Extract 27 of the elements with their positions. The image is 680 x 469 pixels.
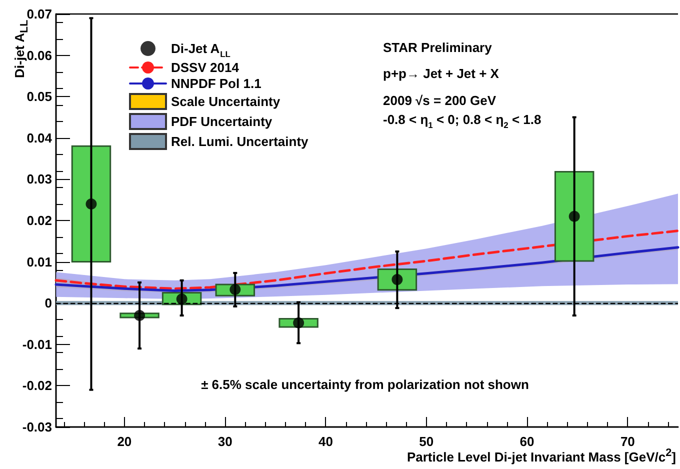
- legend-label: DSSV 2014: [171, 60, 240, 75]
- x-tick-label: 30: [218, 434, 232, 449]
- y-tick-label: 0.06: [26, 48, 52, 63]
- x-tick-label: 70: [620, 434, 635, 449]
- y-tick-label: 0.07: [26, 6, 52, 22]
- x-tick-label: 20: [117, 434, 132, 449]
- x-tick-label: 60: [520, 434, 534, 449]
- legend-label: Scale Uncertainty: [171, 94, 281, 109]
- annotation: 2009 √s = 200 GeV: [383, 93, 496, 108]
- x-tick-label: 40: [318, 434, 333, 449]
- y-tick-label: 0.01: [26, 254, 52, 270]
- y-tick-label: 0.03: [26, 172, 52, 187]
- y-tick-label: -0.03: [22, 420, 52, 434]
- y-tick-label: 0.05: [26, 89, 52, 104]
- legend-label: NNPDF Pol 1.1: [171, 76, 262, 91]
- y-tick-label: -0.02: [22, 378, 52, 394]
- x-axis-title: Particle Level Di-jet Invariant Mass [GeV/c$^{2}$]: [406, 447, 676, 464]
- y-tick-label: 0.04: [26, 130, 53, 146]
- legend-label: Rel. Lumi. Uncertainty: [171, 134, 310, 149]
- annotation: STAR Preliminary: [383, 40, 493, 55]
- y-tick-label: -0.01: [22, 336, 52, 352]
- y-tick-label: 0.02: [26, 213, 52, 228]
- annotation: ± 6.5% scale uncertainty from polarization not shown: [201, 377, 529, 392]
- legend-label: PDF Uncertainty: [171, 114, 273, 129]
- x-tick-label: 50: [419, 434, 434, 449]
- annotation: p+p→ Jet + Jet + X: [383, 66, 500, 81]
- y-tick-label: 0: [44, 296, 52, 311]
